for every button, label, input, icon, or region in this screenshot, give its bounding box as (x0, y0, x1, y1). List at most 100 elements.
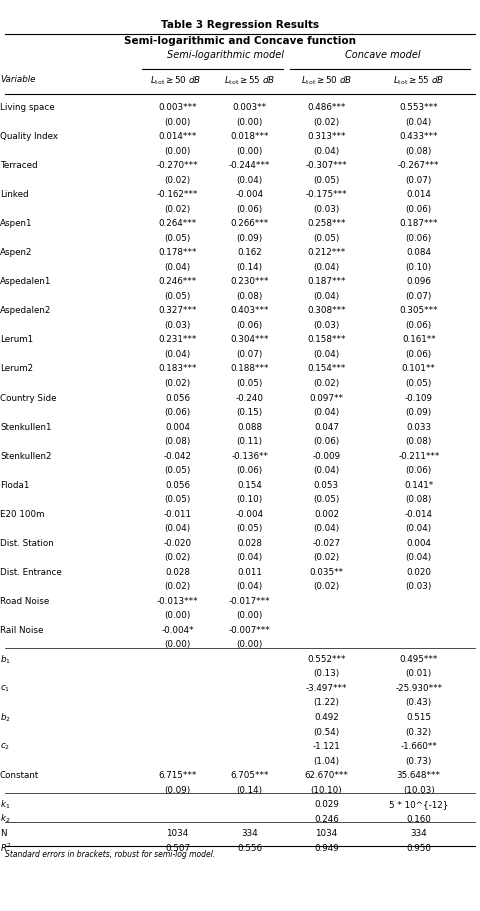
Text: 0.230***: 0.230*** (230, 277, 269, 286)
Text: 334: 334 (410, 828, 427, 837)
Text: Standard errors in brackets, robust for semi-log model.: Standard errors in brackets, robust for … (5, 849, 215, 858)
Text: -0.011: -0.011 (164, 509, 192, 518)
Text: (0.03): (0.03) (165, 321, 191, 330)
Text: 0.183***: 0.183*** (158, 364, 197, 374)
Text: -0.270***: -0.270*** (157, 161, 198, 170)
Text: $k_1$: $k_1$ (0, 797, 11, 810)
Text: -0.042: -0.042 (164, 451, 192, 460)
Text: 0.266***: 0.266*** (230, 219, 269, 228)
Text: 0.178***: 0.178*** (158, 248, 197, 257)
Text: $b_2$: $b_2$ (0, 711, 11, 723)
Text: $L_{\rm tot} \geq 55$ dB: $L_{\rm tot} \geq 55$ dB (224, 75, 275, 87)
Text: (0.13): (0.13) (313, 669, 339, 678)
Text: 0.035**: 0.035** (309, 568, 344, 576)
Text: (0.06): (0.06) (406, 466, 432, 475)
Text: (0.05): (0.05) (165, 466, 191, 475)
Text: (0.04): (0.04) (237, 581, 263, 590)
Text: (0.04): (0.04) (313, 350, 339, 359)
Text: (0.02): (0.02) (165, 553, 191, 562)
Text: -25.930***: -25.930*** (395, 683, 443, 692)
Text: (0.04): (0.04) (406, 553, 432, 562)
Text: 0.004: 0.004 (406, 538, 432, 548)
Text: 0.304***: 0.304*** (230, 335, 269, 344)
Text: 0.141*: 0.141* (404, 480, 433, 489)
Text: (0.04): (0.04) (313, 407, 339, 416)
Text: Country Side: Country Side (0, 393, 57, 402)
Text: (0.00): (0.00) (165, 610, 191, 619)
Text: (1.04): (1.04) (313, 756, 339, 764)
Text: -0.017***: -0.017*** (229, 596, 270, 605)
Text: (0.04): (0.04) (165, 262, 191, 271)
Text: 0.308***: 0.308*** (307, 306, 346, 315)
Text: (0.02): (0.02) (313, 553, 339, 562)
Text: 0.507: 0.507 (165, 843, 190, 852)
Text: Table 3 Regression Results: Table 3 Regression Results (161, 20, 319, 30)
Text: -0.004: -0.004 (236, 509, 264, 518)
Text: (0.09): (0.09) (237, 233, 263, 242)
Text: (0.06): (0.06) (165, 407, 191, 416)
Text: 0.028: 0.028 (165, 568, 190, 576)
Text: 0.258***: 0.258*** (307, 219, 346, 228)
Text: (0.73): (0.73) (406, 756, 432, 764)
Text: -0.027: -0.027 (312, 538, 340, 548)
Text: -0.240: -0.240 (236, 393, 264, 402)
Text: (0.02): (0.02) (313, 118, 339, 127)
Text: 0.556: 0.556 (237, 843, 262, 852)
Text: Constant: Constant (0, 771, 39, 779)
Text: 0.003***: 0.003*** (158, 103, 197, 112)
Text: Living space: Living space (0, 103, 55, 112)
Text: 0.553***: 0.553*** (399, 103, 438, 112)
Text: $k_2$: $k_2$ (0, 812, 11, 824)
Text: 0.313***: 0.313*** (307, 132, 346, 141)
Text: (0.15): (0.15) (237, 407, 263, 416)
Text: 0.187***: 0.187*** (307, 277, 346, 286)
Text: Stenkullen1: Stenkullen1 (0, 422, 51, 431)
Text: -1.660**: -1.660** (400, 742, 437, 751)
Text: -0.307***: -0.307*** (306, 161, 347, 170)
Text: 0.949: 0.949 (314, 843, 339, 852)
Text: -1.121: -1.121 (312, 742, 340, 751)
Text: -0.175***: -0.175*** (306, 190, 347, 199)
Text: (0.05): (0.05) (165, 495, 191, 504)
Text: Dist. Entrance: Dist. Entrance (0, 568, 62, 576)
Text: 6.715***: 6.715*** (158, 771, 197, 779)
Text: -0.020: -0.020 (164, 538, 192, 548)
Text: 0.246***: 0.246*** (158, 277, 197, 286)
Text: (0.06): (0.06) (406, 204, 432, 213)
Text: (0.00): (0.00) (165, 640, 191, 649)
Text: (0.05): (0.05) (165, 233, 191, 242)
Text: 0.327***: 0.327*** (158, 306, 197, 315)
Text: -0.267***: -0.267*** (398, 161, 440, 170)
Text: (0.06): (0.06) (313, 436, 339, 445)
Text: 5 * 10^{-12}: 5 * 10^{-12} (389, 799, 448, 808)
Text: -0.004*: -0.004* (161, 625, 194, 634)
Text: (0.06): (0.06) (237, 321, 263, 330)
Text: (0.08): (0.08) (406, 147, 432, 156)
Text: 0.154***: 0.154*** (307, 364, 346, 374)
Text: 0.097**: 0.097** (310, 393, 343, 402)
Text: -0.013***: -0.013*** (157, 596, 198, 605)
Text: (0.04): (0.04) (237, 176, 263, 184)
Text: 0.495***: 0.495*** (400, 654, 438, 663)
Text: 35.648***: 35.648*** (397, 771, 441, 779)
Text: (10.10): (10.10) (311, 784, 342, 793)
Text: (0.04): (0.04) (165, 350, 191, 359)
Text: (0.06): (0.06) (406, 350, 432, 359)
Text: $L_{\rm tot} \geq 50$ dB: $L_{\rm tot} \geq 50$ dB (150, 75, 201, 87)
Text: Rail Noise: Rail Noise (0, 625, 43, 634)
Text: 1034: 1034 (167, 828, 189, 837)
Text: 0.047: 0.047 (314, 422, 339, 431)
Text: (0.00): (0.00) (237, 610, 263, 619)
Text: 62.670***: 62.670*** (304, 771, 348, 779)
Text: 0.056: 0.056 (165, 393, 190, 402)
Text: 0.020: 0.020 (406, 568, 432, 576)
Text: Variable: Variable (0, 75, 36, 84)
Text: Semi-logarithmic model: Semi-logarithmic model (167, 50, 284, 60)
Text: (0.32): (0.32) (406, 727, 432, 736)
Text: (0.09): (0.09) (165, 784, 191, 793)
Text: 1034: 1034 (315, 828, 337, 837)
Text: (0.04): (0.04) (313, 524, 339, 533)
Text: (0.14): (0.14) (237, 262, 263, 271)
Text: 0.305***: 0.305*** (399, 306, 438, 315)
Text: 0.028: 0.028 (237, 538, 262, 548)
